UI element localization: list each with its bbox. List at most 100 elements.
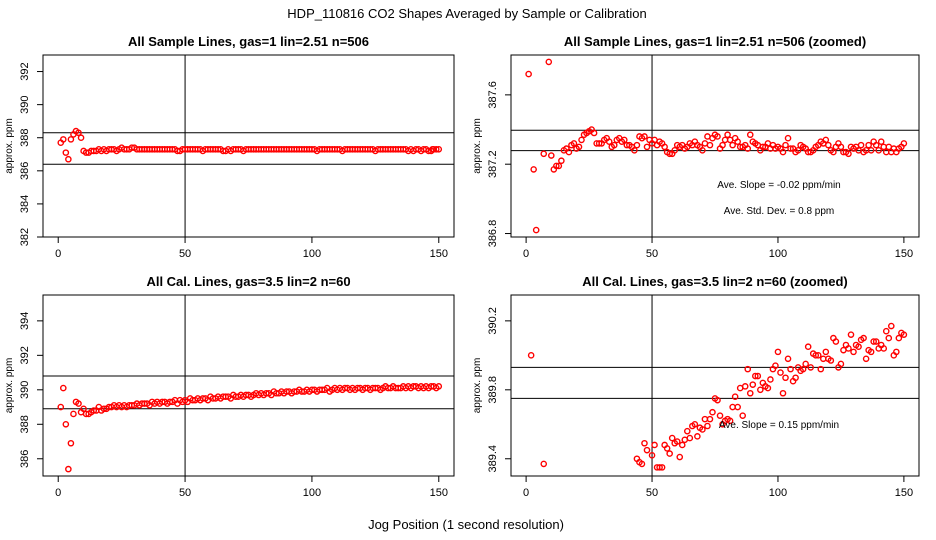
y-tick-label: 390 (19, 381, 31, 399)
data-point (719, 141, 726, 149)
data-point (676, 453, 684, 461)
data-point (900, 140, 908, 147)
data-point (724, 131, 731, 139)
data-point (757, 386, 764, 394)
data-point (749, 381, 757, 388)
data-point (709, 408, 716, 416)
data-point (540, 150, 548, 158)
plot-frame (510, 294, 920, 477)
data-point (792, 374, 799, 382)
chart-annotation: Ave. Std. Dev. = 0.8 ppm (724, 206, 835, 217)
data-point (845, 150, 852, 158)
y-tick-label: 388 (19, 129, 31, 147)
data-point (631, 147, 638, 154)
data-point (744, 145, 752, 152)
data-point (663, 445, 671, 452)
data-point (57, 403, 65, 411)
data-point (779, 389, 787, 397)
data-point (666, 450, 673, 457)
data-point (787, 145, 794, 152)
data-point (435, 146, 443, 153)
plot-frame (510, 54, 920, 238)
x-tick-label: 100 (769, 248, 787, 260)
y-tick-label: 386.8 (487, 220, 499, 248)
data-point (782, 374, 789, 382)
data-point (887, 322, 895, 330)
y-tick-label: 392 (19, 62, 31, 80)
data-point (867, 147, 875, 154)
x-tick-label: 100 (769, 487, 787, 499)
data-point (532, 226, 540, 234)
data-point (435, 383, 443, 390)
y-tick-label: 394 (19, 312, 31, 330)
data-point (565, 148, 573, 156)
data-point (656, 464, 663, 471)
data-point (731, 393, 739, 401)
x-tick-label: 0 (55, 487, 61, 499)
data-point (751, 372, 759, 380)
chart-panel-2: All Sample Lines, gas=1 lin=2.51 n=506 (… (472, 34, 920, 260)
data-point (741, 383, 749, 390)
data-point (575, 143, 583, 151)
data-point (822, 348, 830, 356)
data-point (610, 141, 618, 149)
data-point (782, 141, 789, 149)
data-point (767, 376, 774, 383)
data-point (590, 129, 598, 137)
data-point (880, 345, 888, 352)
y-tick-label: 386 (19, 162, 31, 180)
data-point (777, 369, 784, 376)
data-point (837, 360, 845, 368)
y-tick-label: 392 (19, 346, 31, 364)
x-tick-label: 50 (179, 248, 191, 260)
data-point (643, 446, 651, 454)
data-point (807, 364, 815, 371)
data-point (65, 465, 72, 473)
data-point (666, 150, 673, 158)
x-tick-label: 150 (895, 248, 913, 260)
data-point (872, 141, 880, 149)
chart-panel-3: All Cal. Lines, gas=3.5 lin=2 n=60 0 50 100… (4, 274, 455, 499)
data-point (825, 141, 832, 149)
chart-title: All Sample Lines, gas=1 lin=2.51 n=506 (128, 34, 369, 49)
figure-suptitle: HDP_110816 CO2 Shapes Averaged by Sample… (287, 6, 646, 21)
data-point (65, 155, 72, 163)
data-point (714, 396, 721, 404)
data-point (850, 348, 857, 356)
y-tick-label: 386 (19, 450, 31, 468)
data-point (699, 426, 706, 433)
data-point (817, 365, 825, 373)
chart-title: All Sample Lines, gas=1 lin=2.51 n=506 (… (564, 34, 866, 49)
data-point (686, 434, 694, 442)
chart-annotation: Ave. Slope = -0.02 ppm/min (717, 180, 841, 191)
data-point (739, 412, 747, 419)
data-point (832, 338, 840, 345)
data-point (714, 133, 721, 140)
data-point (643, 143, 651, 151)
data-point (799, 365, 807, 373)
chart-panel-1: All Sample Lines, gas=1 lin=2.51 n=506 0 5… (4, 34, 455, 260)
data-point (699, 147, 706, 154)
data-point (75, 400, 82, 407)
data-point (668, 434, 676, 442)
data-point (734, 403, 741, 411)
data-point (877, 138, 885, 145)
data-point (867, 348, 875, 356)
data-point (900, 331, 908, 338)
data-point (641, 439, 648, 447)
plot-frame (42, 294, 455, 477)
data-point (605, 138, 613, 145)
data-point (787, 365, 794, 373)
data-point (885, 334, 893, 342)
x-tick-label: 150 (430, 248, 448, 260)
data-point (855, 343, 862, 351)
data-point (779, 148, 787, 156)
data-point (746, 131, 754, 139)
data-point (691, 420, 699, 428)
data-point (895, 334, 903, 342)
y-tick-label: 388 (19, 415, 31, 433)
data-point (822, 136, 830, 144)
data-point (804, 343, 812, 351)
data-point (545, 58, 553, 66)
data-point (784, 355, 792, 363)
